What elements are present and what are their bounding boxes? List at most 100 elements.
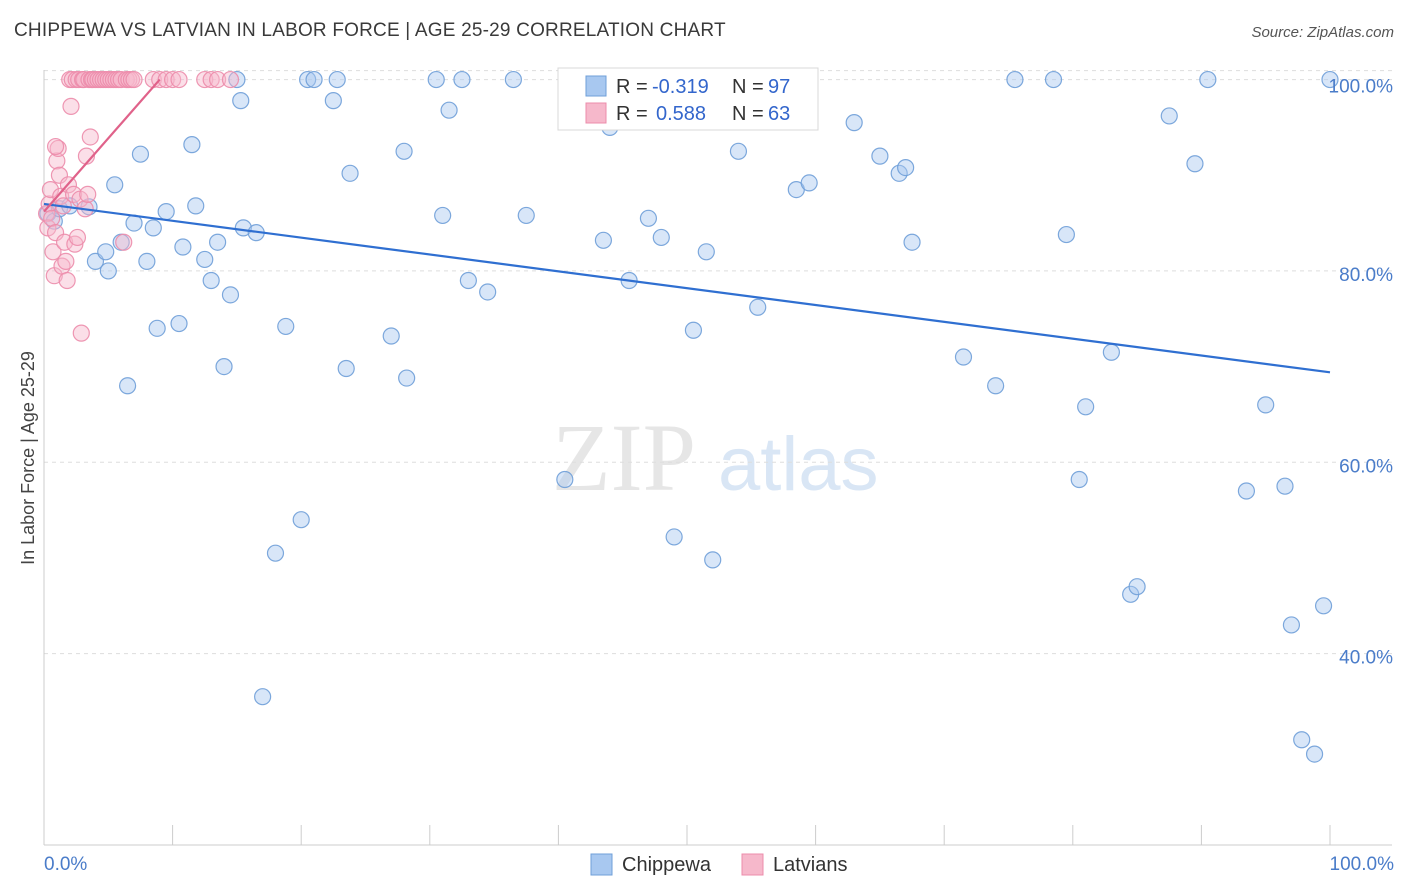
chippewa-point [187,197,205,215]
trend-line-latvian [43,78,161,213]
chippewa-point [890,164,908,182]
chippewa-point [157,203,175,221]
y-tick-label-100: 100.0% [1329,77,1394,98]
chippewa-point [299,70,317,89]
chippewa-point [987,377,1005,395]
chippewa-point [800,174,818,192]
x-tick-label-max: 100.0% [1330,854,1395,875]
chippewa-point [1077,398,1095,416]
series-latvians [37,70,240,342]
latvian-point [115,233,133,251]
chippewa-point [221,286,240,304]
bottom-legend-swatch-chippewa [590,853,613,876]
legend-n-value-latvian: 63 [768,103,790,125]
chippewa-point [144,219,162,237]
latvian-point [79,185,97,203]
chippewa-point [106,176,124,194]
chippewa-point [697,243,715,261]
chart-title: CHIPPEWA VS LATVIAN IN LABOR FORCE | AGE… [14,20,726,41]
chippewa-point [277,317,295,336]
chippewa-point [209,233,227,251]
chippewa-point [292,511,310,529]
chippewa-point [97,243,115,261]
chippewa-point [897,158,915,177]
latvian-point [57,252,75,270]
latvian-point [55,233,74,251]
chippewa-point [1044,70,1063,89]
latvian-point [196,70,214,89]
latvian-point [41,180,60,199]
latvian-point [209,70,227,89]
chippewa-point [1276,477,1294,495]
latvian-point [44,243,62,261]
chippewa-point [131,145,150,163]
latvian-point [37,204,56,223]
chippewa-point [382,327,400,345]
chippewa-point [652,228,670,247]
watermark-atlas: atlas [718,422,879,507]
latvian-point [202,70,220,89]
chippewa-point [459,271,477,290]
chippewa-point [395,142,413,160]
chippewa-point [1314,597,1333,615]
chippewa-point [170,314,188,333]
chippewa-point [266,544,285,562]
chippewa-point [1057,225,1075,244]
chippewa-point [324,92,342,110]
chippewa-point [183,136,201,154]
chippewa-point [398,369,416,387]
latvian-point [72,324,90,342]
y-axis-label: In Labor Force | Age 25-29 [18,351,38,565]
chippewa-point [228,70,246,89]
chippewa-point [148,319,166,337]
y-tick-label-80: 80.0% [1339,265,1393,286]
latvian-point [66,235,84,253]
chippewa-point [1237,482,1256,500]
trend-lines [43,78,1331,374]
chippewa-point [704,551,722,569]
bottom-legend-label-latvian: Latvians [773,854,848,876]
correlation-legend: R = -0.319 N = 97 R = 0.588 N = 63 [557,67,819,131]
series-chippewa [39,70,1339,763]
chippewa-point [1321,70,1339,89]
chippewa-point [504,70,522,89]
legend-swatch-latvian [585,102,607,124]
latvian-point [164,70,182,89]
chippewa-point [118,377,137,395]
latvian-point [48,152,66,170]
bottom-legend-label-chippewa: Chippewa [622,854,712,876]
chippewa-point [232,92,250,110]
chippewa-point [1199,70,1217,89]
legend-r-label-chippewa: R = [616,76,648,98]
legend-r-label-latvian: R = [616,103,648,125]
chippewa-point [1305,745,1324,763]
chippewa-point [665,528,683,546]
latvian-point [46,137,65,156]
legend-r-value-latvian: 0.588 [656,103,706,125]
chippewa-point [254,688,272,706]
chippewa-point [138,252,156,270]
legend-n-value-chippewa: 97 [768,76,790,98]
chippewa-point [729,142,748,160]
chippewa-point [174,238,192,256]
trend-line-chippewa [43,202,1331,374]
latvian-point [58,271,76,290]
latvian-point [43,209,61,227]
chippewa-point [517,206,535,225]
chippewa-point [215,358,233,376]
legend-n-label-chippewa: N = [732,76,764,98]
chippewa-point [427,70,445,89]
chippewa-point [99,262,117,280]
chippewa-point [1006,70,1024,89]
chippewa-point [434,206,452,225]
chippewa-point [954,348,973,366]
legend-r-value-chippewa: -0.319 [652,76,709,98]
chippewa-point [305,70,323,89]
y-tick-labels: 40.0% 60.0% 80.0% 100.0% [1329,77,1394,669]
latvian-point [157,70,175,89]
latvian-point [62,97,80,115]
chippewa-point [453,70,471,89]
chart-source: Source: ZipAtlas.com [1251,24,1394,41]
watermark-zip: ZIP [552,404,696,511]
